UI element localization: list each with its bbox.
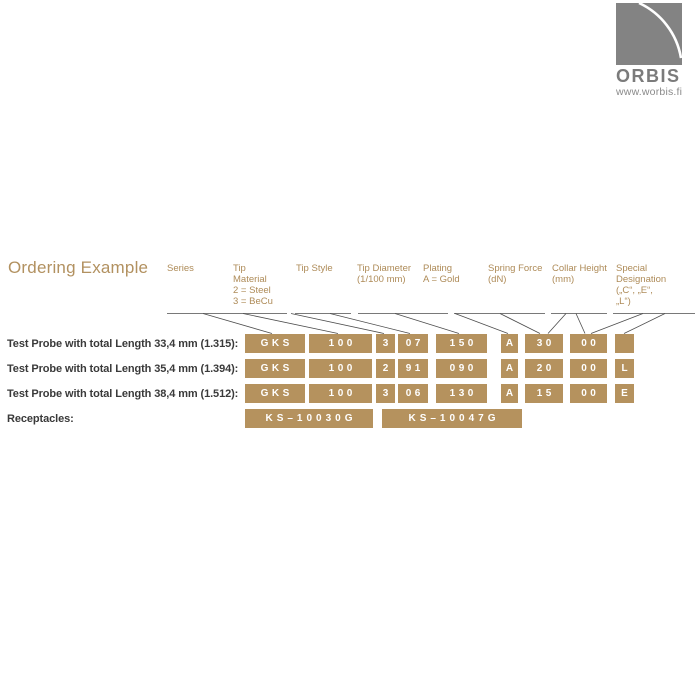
code-box: 06 (398, 384, 428, 403)
code-box: KS–10047G (382, 409, 522, 428)
row-label: Test Probe with total Length 38,4 mm (1.… (7, 387, 239, 400)
leader-line (290, 313, 385, 334)
column-header: Special Designation („C“, „E“, „L“) (616, 263, 666, 307)
column-header-line: Tip Diameter (357, 263, 412, 274)
leader-line (547, 313, 567, 334)
column-header-line: Series (167, 263, 194, 274)
column-header-line: Designation (616, 274, 667, 285)
column-header-line: Special (616, 263, 648, 274)
orbis-logo: ORBIS www.worbis.fi (616, 3, 700, 98)
leader-line (575, 313, 586, 334)
orbis-logo-mark (616, 3, 682, 65)
column-header-line: („C“, „E“, (616, 285, 653, 296)
column-header-line: „L“) (616, 296, 631, 307)
leader-line (242, 313, 339, 334)
column-header: Series (167, 263, 194, 274)
column-header: Tip Style (296, 263, 333, 274)
code-box: 100 (309, 334, 372, 353)
code-box: 00 (570, 384, 607, 403)
code-box: GKS (245, 334, 305, 353)
code-box: GKS (245, 384, 305, 403)
code-box: 20 (525, 359, 563, 378)
column-header-line: (dN) (488, 274, 507, 285)
code-box: 15 (525, 384, 563, 403)
column-header-line: (1/100 mm) (357, 274, 406, 285)
code-box: 30 (525, 334, 563, 353)
code-box (615, 334, 634, 353)
row-label: Test Probe with total Length 33,4 mm (1.… (7, 337, 239, 350)
leader-line (499, 313, 541, 334)
code-box: 150 (436, 334, 487, 353)
code-box: 00 (570, 359, 607, 378)
code-box: A (501, 334, 518, 353)
column-header-line: Plating (423, 263, 453, 274)
orbis-logo-text: ORBIS (616, 66, 681, 86)
quarter-arc-icon (638, 3, 682, 59)
leader-line (590, 313, 644, 334)
leader-line (329, 313, 411, 334)
code-box: 07 (398, 334, 428, 353)
row-label: Receptacles: (7, 412, 74, 425)
code-box: L (615, 359, 634, 378)
code-box: 3 (376, 384, 395, 403)
code-box: 090 (436, 359, 487, 378)
column-header: Collar Height (mm) (552, 263, 607, 285)
column-header-line: 3 = BeCu (233, 296, 273, 307)
leader-line (623, 313, 666, 334)
column-header-line: Tip (233, 263, 246, 274)
column-header: Tip Material 2 = Steel 3 = BeCu (233, 263, 273, 307)
leader-line (454, 313, 509, 334)
column-header-line: (mm) (552, 274, 575, 285)
column-header-line: Tip Style (296, 263, 333, 274)
column-header-line: Spring Force (488, 263, 543, 274)
page-title: Ordering Example (8, 258, 149, 277)
code-box: 130 (436, 384, 487, 403)
leader-line (202, 313, 273, 334)
code-box: A (501, 359, 518, 378)
column-header-line: Material (233, 274, 267, 285)
code-box: 91 (398, 359, 428, 378)
column-header: Tip Diameter (1/100 mm) (357, 263, 411, 285)
column-header-line: 2 = Steel (233, 285, 271, 296)
column-header: Spring Force (dN) (488, 263, 542, 285)
column-header-line: Collar Height (552, 263, 607, 274)
code-box: 3 (376, 334, 395, 353)
column-header-line: A = Gold (423, 274, 460, 285)
code-box: 100 (309, 359, 372, 378)
code-box: A (501, 384, 518, 403)
code-box: 100 (309, 384, 372, 403)
code-box: GKS (245, 359, 305, 378)
code-box: 2 (376, 359, 395, 378)
leader-line (394, 313, 460, 334)
code-box: KS–10030G (245, 409, 373, 428)
column-header: Plating A = Gold (423, 263, 460, 285)
row-label: Test Probe with total Length 35,4 mm (1.… (7, 362, 239, 375)
orbis-logo-url: www.worbis.fi (616, 86, 683, 98)
code-box: 00 (570, 334, 607, 353)
code-box: E (615, 384, 634, 403)
